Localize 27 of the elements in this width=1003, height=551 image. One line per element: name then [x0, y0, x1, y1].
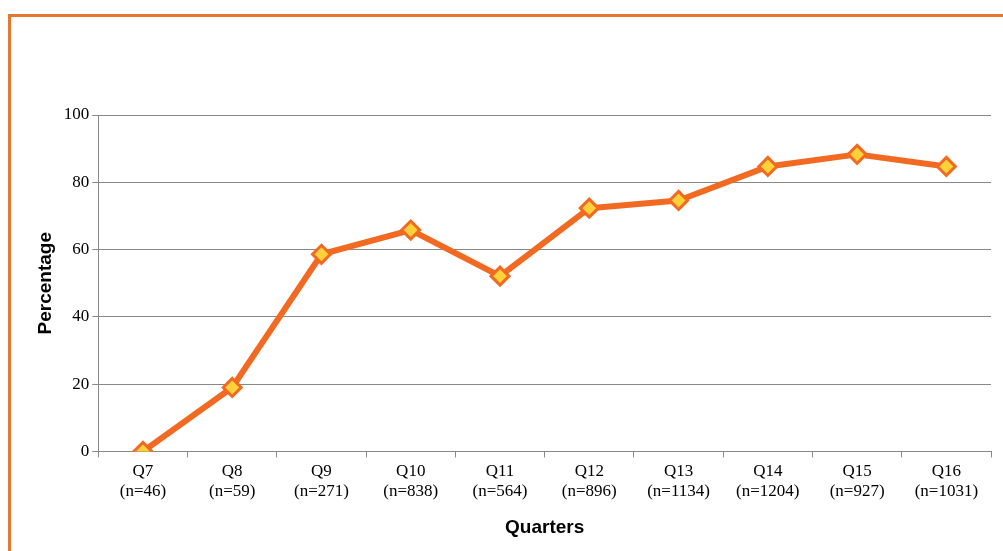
y-tick-label: 20	[72, 373, 90, 393]
y-tick-label: 40	[72, 306, 90, 326]
point	[846, 143, 868, 165]
point	[400, 219, 422, 241]
y-axis-title: Percentage	[33, 231, 55, 335]
point	[757, 155, 779, 177]
point	[668, 189, 690, 211]
x-tick-label: Q10 (n=838)	[383, 461, 439, 501]
x-tick-label: Q9 (n=271)	[294, 461, 349, 501]
x-tick-label: Q7 (n=46)	[119, 461, 167, 501]
y-tick-label: 100	[63, 104, 90, 124]
point	[578, 197, 600, 219]
y-tick-label: 0	[80, 440, 90, 460]
x-tick-label: Q12 (n=896)	[561, 461, 617, 501]
y-tick-label: 80	[72, 171, 90, 191]
x-axis-title: Quarters	[505, 515, 585, 537]
x-tick-label: Q15 (n=927)	[829, 461, 885, 501]
x-tick-label: Q16 (n=1031)	[914, 461, 979, 501]
x-tick-label: Q8 (n=59)	[208, 461, 256, 501]
x-tick-label: Q14 (n=1204)	[736, 461, 800, 501]
point	[489, 265, 511, 287]
x-tick-label: Q11 (n=564)	[472, 461, 528, 501]
point	[221, 376, 243, 398]
point	[310, 243, 332, 265]
y-tick-label: 60	[72, 239, 90, 259]
point	[935, 155, 957, 177]
x-tick-label: Q13 (n=1134)	[647, 461, 710, 501]
